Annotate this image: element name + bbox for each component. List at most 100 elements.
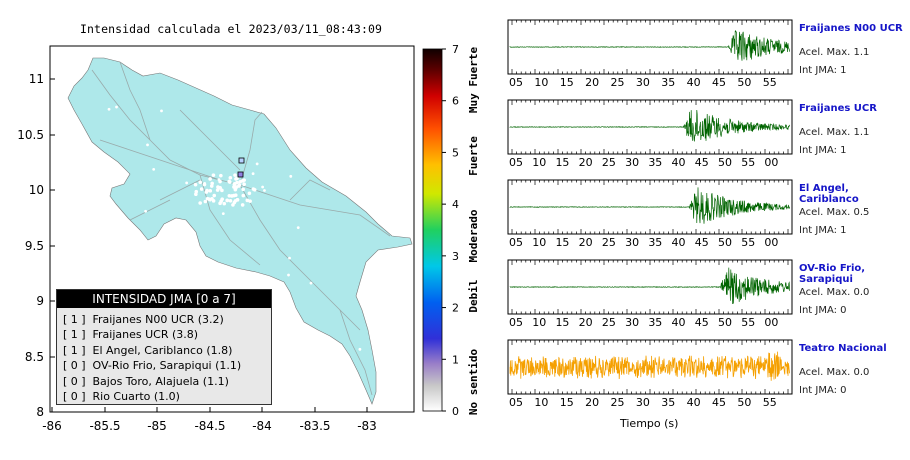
waveform-trace [509, 30, 790, 61]
waveform-tick-label: 45 [695, 316, 709, 329]
waveform-tick-label: 35 [661, 76, 675, 89]
waveform-tick-label: 35 [648, 316, 662, 329]
waveform-tick-label: 35 [648, 236, 662, 249]
waveform-tick-label: 20 [579, 316, 593, 329]
waveform-tick-label: 45 [712, 76, 726, 89]
legend-level: [ 1 ] [63, 328, 86, 342]
legend-level: [ 0 ] [63, 359, 86, 373]
map-y-tick-label: 10 [29, 183, 44, 197]
waveform-panel: 05 10 15 20 25 30 35 40 45 50 55 00 [507, 259, 793, 329]
map-x-tick-label: -83 [357, 419, 377, 433]
legend-list: [ 1 ] Fraijanes N00 UCR (3.2)[ 1 ] Fraij… [57, 308, 271, 404]
station-max-accel: Acel. Max. 1.1 [799, 47, 870, 58]
waveform-tick-label: 40 [687, 76, 701, 89]
station-marker-1 [238, 157, 245, 164]
waveform-tick-label: 00 [764, 236, 778, 249]
waveform-tick-label: 25 [602, 316, 616, 329]
waveform-tick-label: 15 [555, 236, 569, 249]
waveform-tick-label: 20 [585, 396, 599, 409]
waveform-tick-label: 25 [602, 236, 616, 249]
station-name: Teatro Nacional [799, 343, 887, 354]
waveform-trace [509, 267, 790, 305]
map-x-tick-label: -86 [42, 419, 62, 433]
waveform-tick-label: 50 [718, 156, 732, 169]
waveform-tick-label: 10 [532, 316, 546, 329]
station-jma-intensity: Int JMA: 1 [799, 225, 847, 236]
waveform-tick-label: 05 [509, 316, 523, 329]
waveform-tick-label: 25 [610, 76, 624, 89]
legend-item: [ 1 ] Fraijanes N00 UCR (3.2) [63, 312, 271, 327]
station-marker-2 [237, 171, 244, 178]
waveform-tick-label: 10 [532, 236, 546, 249]
map-y-tick-label: 11 [29, 72, 44, 86]
legend-item: [ 0 ] OV-Rio Frio, Sarapiqui (1.1) [63, 358, 271, 373]
waveform-trace [509, 187, 790, 224]
colorbar-category-label: No sentido [467, 349, 480, 416]
waveform-panel: 05 10 15 20 25 30 35 40 45 50 55 00 [507, 99, 793, 169]
legend-item: [ 1 ] Fraijanes UCR (3.8) [63, 327, 271, 342]
waveform-tick-label: 45 [712, 396, 726, 409]
legend-label: El Angel, Cariblanco (1.8) [92, 343, 233, 357]
waveform-tick-label: 30 [636, 76, 650, 89]
legend-label: Rio Cuarto (1.0) [92, 390, 180, 404]
waveform-tick-label: 55 [763, 76, 777, 89]
waveform-tick-label: 30 [625, 156, 639, 169]
map-y-tick-label: 9.5 [25, 239, 44, 253]
colorbar-category-label: Muy Fuerte [467, 47, 480, 114]
waveform-panel: 05 10 15 20 25 30 35 40 45 50 55 00 [507, 179, 793, 249]
legend-label: Fraijanes UCR (3.8) [92, 328, 199, 342]
station-name: Fraijanes N00 UCR [799, 23, 903, 34]
station-name: OV-Rio Frio, Sarapiqui [799, 263, 866, 285]
station-max-accel: Acel. Max. 0.0 [799, 367, 870, 378]
waveform-trace [509, 351, 790, 381]
map-y-axis: 11 10.5 10 9.5 9 8.5 8 [17, 72, 55, 419]
colorbar-tick-label: 3 [452, 250, 459, 263]
station-jma-intensity: Int JMA: 0 [799, 385, 847, 396]
legend-level: [ 0 ] [63, 390, 86, 404]
waveform-tick-label: 20 [579, 236, 593, 249]
legend-label: Bajos Toro, Alajuela (1.1) [92, 374, 229, 388]
waveform-tick-label: 15 [555, 156, 569, 169]
colorbar-category-label: Moderado [467, 209, 480, 262]
colorbar [422, 48, 443, 412]
map-x-tick-label: -83.5 [299, 419, 330, 433]
legend-label: Fraijanes N00 UCR (3.2) [92, 313, 224, 326]
waveform-tick-label: 40 [672, 316, 686, 329]
map-y-tick-label: 9 [36, 294, 44, 308]
waveform-tick-label: 45 [695, 156, 709, 169]
station-name: El Angel, Cariblanco [799, 183, 859, 205]
waveform-panel: 05 10 15 20 25 30 35 40 45 50 55 [507, 339, 793, 409]
waveform-tick-label: 50 [718, 316, 732, 329]
legend-item: [ 0 ] Rio Cuarto (1.0) [63, 389, 271, 404]
legend-level: [ 1 ] [63, 343, 86, 357]
waveform-tick-label: 00 [764, 156, 778, 169]
map-title: Intensidad calculada el 2023/03/11_08:43… [80, 22, 383, 36]
waveform-tick-label: 50 [737, 396, 751, 409]
waveform-tick-label: 00 [764, 316, 778, 329]
legend-item: [ 1 ] El Angel, Cariblanco (1.8) [63, 343, 271, 358]
legend-level: [ 1 ] [63, 313, 86, 326]
legend-level: [ 0 ] [63, 374, 86, 388]
waveform-tick-label: 55 [763, 396, 777, 409]
colorbar-category-label: Fuerte [467, 136, 480, 176]
map-x-tick-label: -85.5 [89, 419, 120, 433]
map-y-tick-label: 8.5 [25, 350, 44, 364]
legend-header: INTENSIDAD JMA [0 a 7] [57, 290, 271, 308]
waveform-tick-label: 30 [636, 396, 650, 409]
waveform-tick-label: 35 [648, 156, 662, 169]
waveform-tick-label: 40 [672, 236, 686, 249]
station-max-accel: Acel. Max. 1.1 [799, 127, 870, 138]
map-x-tick-label: -84 [252, 419, 272, 433]
waveform-tick-label: 15 [560, 396, 574, 409]
time-axis-label: Tiempo (s) [620, 417, 679, 430]
waveform-tick-label: 50 [737, 76, 751, 89]
waveform-tick-label: 30 [625, 236, 639, 249]
colorbar-category-label: Debil [467, 279, 480, 312]
waveform-tick-label: 10 [532, 156, 546, 169]
map-x-axis: -86 -85.5 -85 -84.5 -84 -83.5 -83 [42, 407, 377, 433]
station-jma-intensity: Int JMA: 1 [799, 65, 847, 76]
waveform-tick-label: 20 [579, 156, 593, 169]
waveform-tick-label: 05 [509, 76, 523, 89]
colorbar-tick-label: 4 [452, 198, 459, 211]
